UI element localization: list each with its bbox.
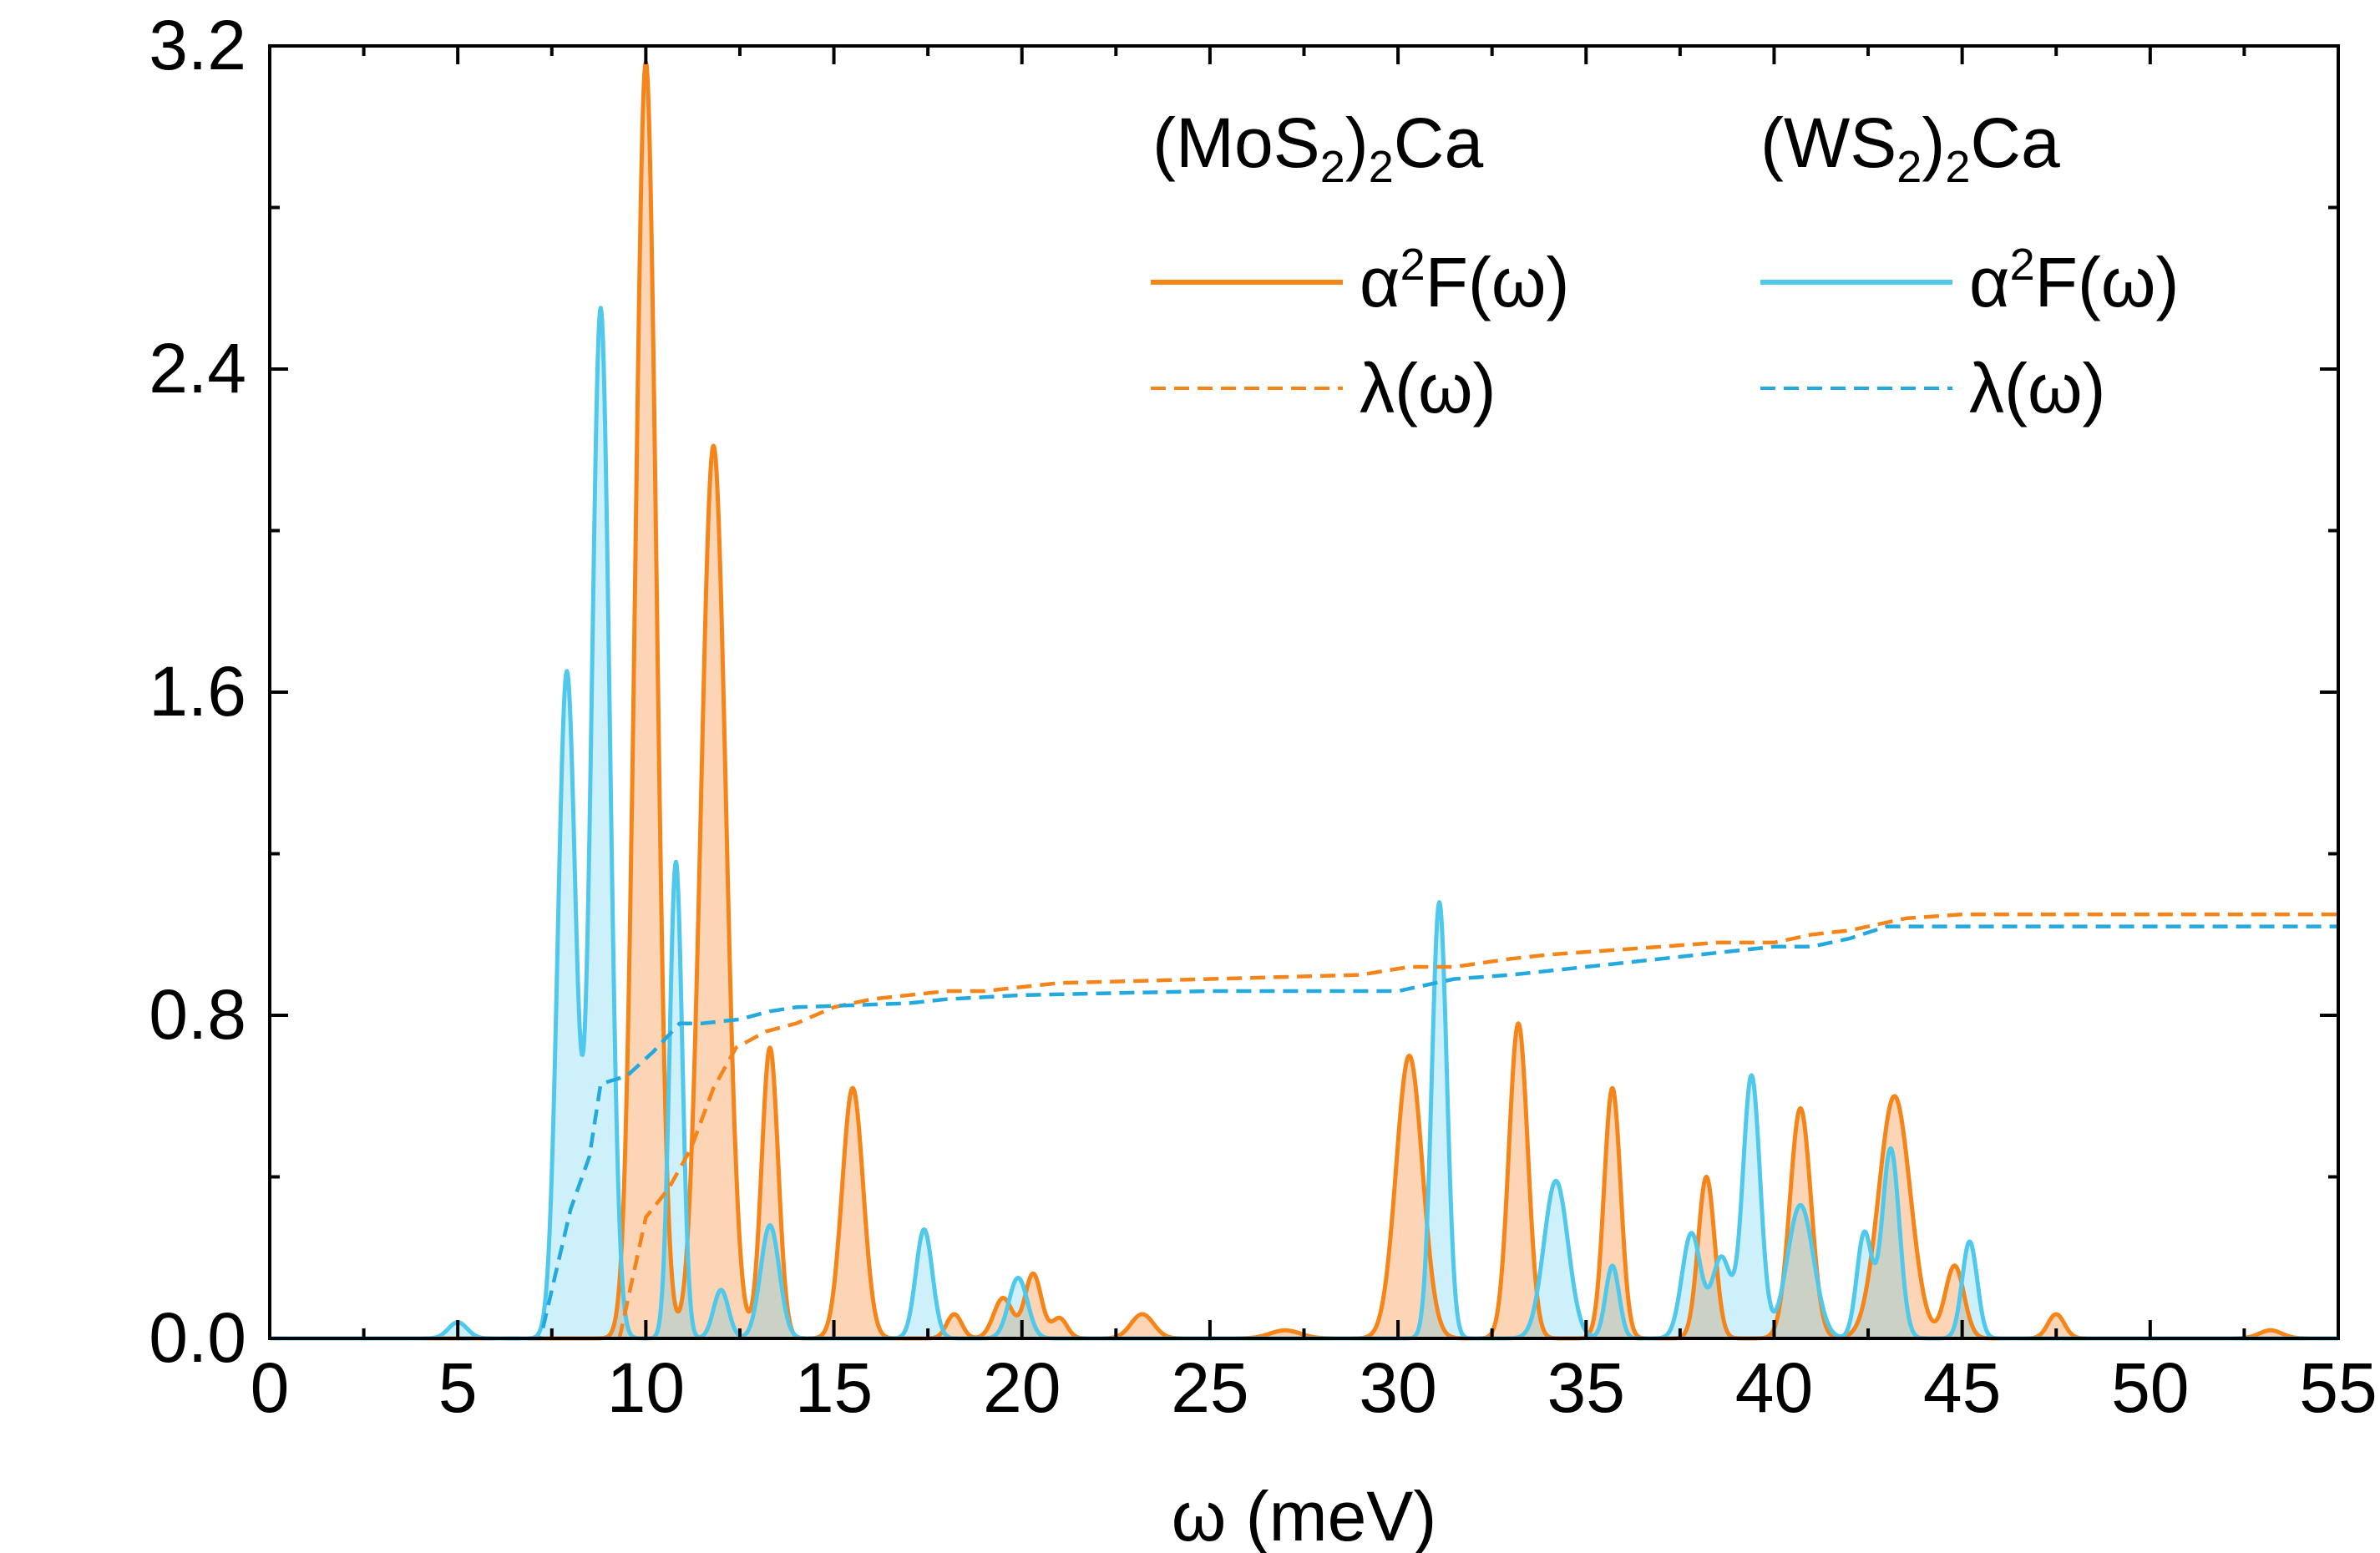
- x-tick-labels: 0 5 10 15 20 25 30 35 40 45 50 55: [251, 1348, 2377, 1427]
- y-tick-label: 0.0: [149, 1298, 246, 1377]
- lambda-line--ws2-2ca-: [458, 924, 2338, 1341]
- lambda-line--mos2-2ca-: [617, 912, 2338, 1339]
- x-tick-label: 55: [2299, 1348, 2377, 1427]
- x-tick-label: 45: [1923, 1348, 2001, 1427]
- x-tick-label: 40: [1735, 1348, 1813, 1427]
- legend: (MoS2)2Ca (WS2)2Ca α2F(ω) λ(ω) α2F(ω) λ(…: [1151, 104, 2179, 427]
- legend-title-mos2ca: (MoS2)2Ca: [1152, 104, 1483, 192]
- legend-label-ws2ca-lambda: λ(ω): [1969, 349, 2106, 427]
- y-tick-labels: 0.0 0.8 1.6 2.4 3.2: [149, 6, 246, 1377]
- legend-label-mos2ca-a2f: α2F(ω): [1360, 240, 1569, 321]
- x-tick-label: 10: [607, 1348, 685, 1427]
- legend-title-ws2ca: (WS2)2Ca: [1760, 104, 2060, 192]
- y-tick-label: 3.2: [149, 6, 246, 84]
- y-tick-label: 0.8: [149, 975, 246, 1054]
- x-tick-label: 25: [1171, 1348, 1248, 1427]
- x-tick-label: 35: [1547, 1348, 1625, 1427]
- x-axis-title: ω (meV): [1172, 1477, 1437, 1553]
- x-tick-label: 5: [438, 1348, 478, 1427]
- x-tick-label: 20: [983, 1348, 1061, 1427]
- y-tick-label: 1.6: [149, 652, 246, 731]
- x-tick-label: 0: [251, 1348, 290, 1427]
- legend-label-mos2ca-lambda: λ(ω): [1360, 349, 1496, 427]
- legend-label-ws2ca-a2f: α2F(ω): [1969, 240, 2179, 321]
- y-tick-label: 2.4: [149, 329, 246, 407]
- axis-ticks: [268, 44, 2340, 1340]
- x-tick-label: 15: [795, 1348, 873, 1427]
- x-tick-label: 50: [2111, 1348, 2189, 1427]
- x-tick-label: 30: [1359, 1348, 1436, 1427]
